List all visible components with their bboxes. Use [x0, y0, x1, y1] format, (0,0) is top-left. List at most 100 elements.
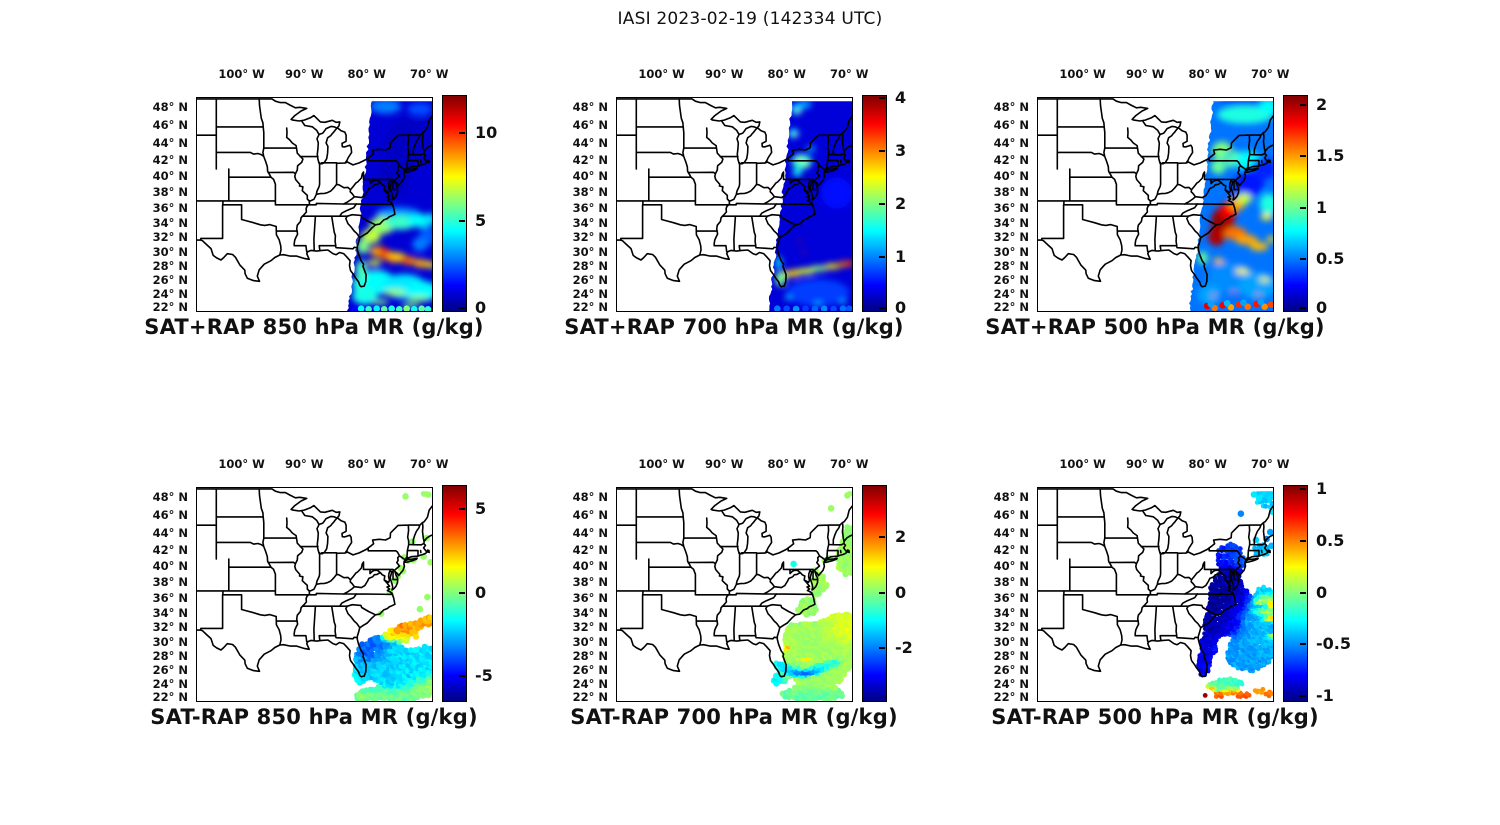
y-tick-label: 44° N	[572, 525, 608, 540]
colorbar-tick-mark	[459, 306, 465, 309]
y-tick-label: 30° N	[152, 244, 188, 259]
y-tick-label: 34° N	[152, 215, 188, 230]
colorbar-tick-label: 3	[895, 140, 907, 160]
state-borders	[196, 98, 433, 288]
colorbar-tick-mark	[1300, 104, 1306, 107]
x-tick-label: 90° W	[284, 457, 324, 471]
y-tick-label: 42° N	[993, 152, 1029, 167]
x-tick-label: 80° W	[767, 457, 806, 471]
colorbar-tick-label: 0.5	[1316, 248, 1345, 268]
map-canvas	[196, 487, 433, 702]
colorbar-tick-mark	[1300, 694, 1306, 697]
x-tick-label: 100° W	[218, 457, 265, 471]
y-tick-label: 26° N	[993, 272, 1029, 287]
map-frame	[616, 97, 853, 312]
x-tick-label: 90° W	[1125, 67, 1165, 81]
colorbar-tick-mark	[1300, 591, 1306, 594]
data-swath-layer	[770, 491, 853, 702]
map-frame	[1037, 487, 1274, 702]
state-borders	[1037, 488, 1274, 678]
y-tick-label: 48° N	[572, 490, 608, 505]
x-tick-label: 90° W	[1125, 457, 1165, 471]
y-tick-label: 40° N	[152, 559, 188, 574]
colorbar-tick-mark	[1300, 488, 1306, 491]
colorbar	[1283, 485, 1308, 702]
colorbar-tick-mark	[459, 131, 465, 134]
y-tick-label: 28° N	[993, 259, 1029, 274]
x-tick-label: 80° W	[767, 67, 806, 81]
y-tick-label: 48° N	[572, 100, 608, 115]
map-canvas	[196, 97, 433, 312]
y-tick-label: 28° N	[152, 259, 188, 274]
y-tick-label: 36° N	[993, 200, 1029, 215]
y-tick-label: 38° N	[993, 575, 1029, 590]
colorbar-tick-label: -0.5	[1316, 634, 1351, 654]
y-tick-label: 24° N	[572, 676, 608, 691]
colorbar-tick-label: -2	[895, 637, 913, 657]
colorbar-tick-mark	[1300, 306, 1306, 309]
map-canvas	[1037, 97, 1274, 312]
colorbar	[442, 95, 467, 312]
y-tick-label: 38° N	[152, 575, 188, 590]
map-frame	[196, 487, 433, 702]
colorbar	[1283, 95, 1308, 312]
y-tick-label: 26° N	[993, 662, 1029, 677]
map-frame	[1037, 97, 1274, 312]
y-tick-label: 32° N	[152, 230, 188, 245]
y-tick-label: 24° N	[152, 676, 188, 691]
y-tick-label: 46° N	[572, 118, 608, 133]
y-tick-label: 24° N	[152, 286, 188, 301]
y-tick-label: 26° N	[572, 662, 608, 677]
x-tick-label: 70° W	[410, 67, 449, 81]
y-tick-label: 24° N	[993, 676, 1029, 691]
figure-title: IASI 2023-02-19 (142334 UTC)	[617, 9, 883, 29]
state-borders	[616, 488, 853, 678]
y-tick-label: 30° N	[572, 244, 608, 259]
x-tick-label: 70° W	[410, 457, 449, 471]
panel-sat-minus-rap-700: SAT-RAP 700 hPa MR (g/kg) 100° W 90° W 80°…	[570, 457, 1036, 767]
y-tick-label: 46° N	[152, 508, 188, 523]
y-tick-label: 46° N	[572, 508, 608, 523]
y-tick-label: 32° N	[993, 230, 1029, 245]
y-tick-label: 44° N	[993, 525, 1029, 540]
x-tick-label: 90° W	[704, 67, 744, 81]
colorbar-tick-label: 1	[1316, 479, 1328, 499]
y-tick-label: 22° N	[993, 300, 1029, 314]
colorbar-tick-label: 0	[475, 582, 487, 602]
colorbar-tick-label: -5	[475, 666, 493, 686]
panel-title: SAT+RAP 500 hPa MR (g/kg)	[985, 315, 1325, 339]
y-tick-label: 26° N	[572, 272, 608, 287]
colorbar-tick-mark	[459, 591, 465, 594]
y-tick-label: 42° N	[152, 542, 188, 557]
colorbar-tick-mark	[1300, 257, 1306, 260]
colorbar-tick-label: 0	[1316, 297, 1328, 317]
y-tick-label: 32° N	[572, 620, 608, 635]
colorbar-tick-label: 0	[895, 582, 907, 602]
panel-sat-plus-rap-500: SAT+RAP 500 hPa MR (g/kg) 100° W 90° W 80°…	[985, 67, 1457, 377]
panel-sat-minus-rap-500: SAT-RAP 500 hPa MR (g/kg) 100° W 90° W 80°…	[991, 457, 1457, 767]
y-tick-label: 36° N	[152, 200, 188, 215]
colorbar-tick-mark	[1300, 155, 1306, 158]
panel-sat-plus-rap-850: SAT+RAP 850 hPa MR (g/kg) 100° W 90° W 80°…	[144, 67, 616, 377]
colorbar-tick-label: 0	[1316, 582, 1328, 602]
y-tick-label: 28° N	[572, 259, 608, 274]
panel-sat-minus-rap-850: SAT-RAP 850 hPa MR (g/kg) 100° W 90° W 80°…	[150, 457, 616, 767]
y-tick-label: 32° N	[993, 620, 1029, 635]
map-content-layer	[1037, 488, 1274, 699]
panel-title: SAT+RAP 700 hPa MR (g/kg)	[564, 315, 904, 339]
y-tick-label: 38° N	[572, 185, 608, 200]
colorbar-tick-label: 2	[1316, 95, 1328, 115]
state-borders	[616, 98, 853, 288]
colorbar-tick-label: 2	[895, 527, 907, 547]
panel-title: SAT+RAP 850 hPa MR (g/kg)	[144, 315, 484, 339]
y-tick-label: 36° N	[993, 590, 1029, 605]
x-tick-label: 80° W	[1188, 457, 1227, 471]
y-tick-label: 44° N	[152, 135, 188, 150]
y-tick-label: 42° N	[572, 152, 608, 167]
colorbar-tick-label: 2	[895, 193, 907, 213]
y-tick-label: 34° N	[993, 215, 1029, 230]
map-frame	[616, 487, 853, 702]
data-swath-layer	[1196, 491, 1274, 699]
x-tick-label: 70° W	[1251, 67, 1290, 81]
y-tick-label: 34° N	[572, 215, 608, 230]
